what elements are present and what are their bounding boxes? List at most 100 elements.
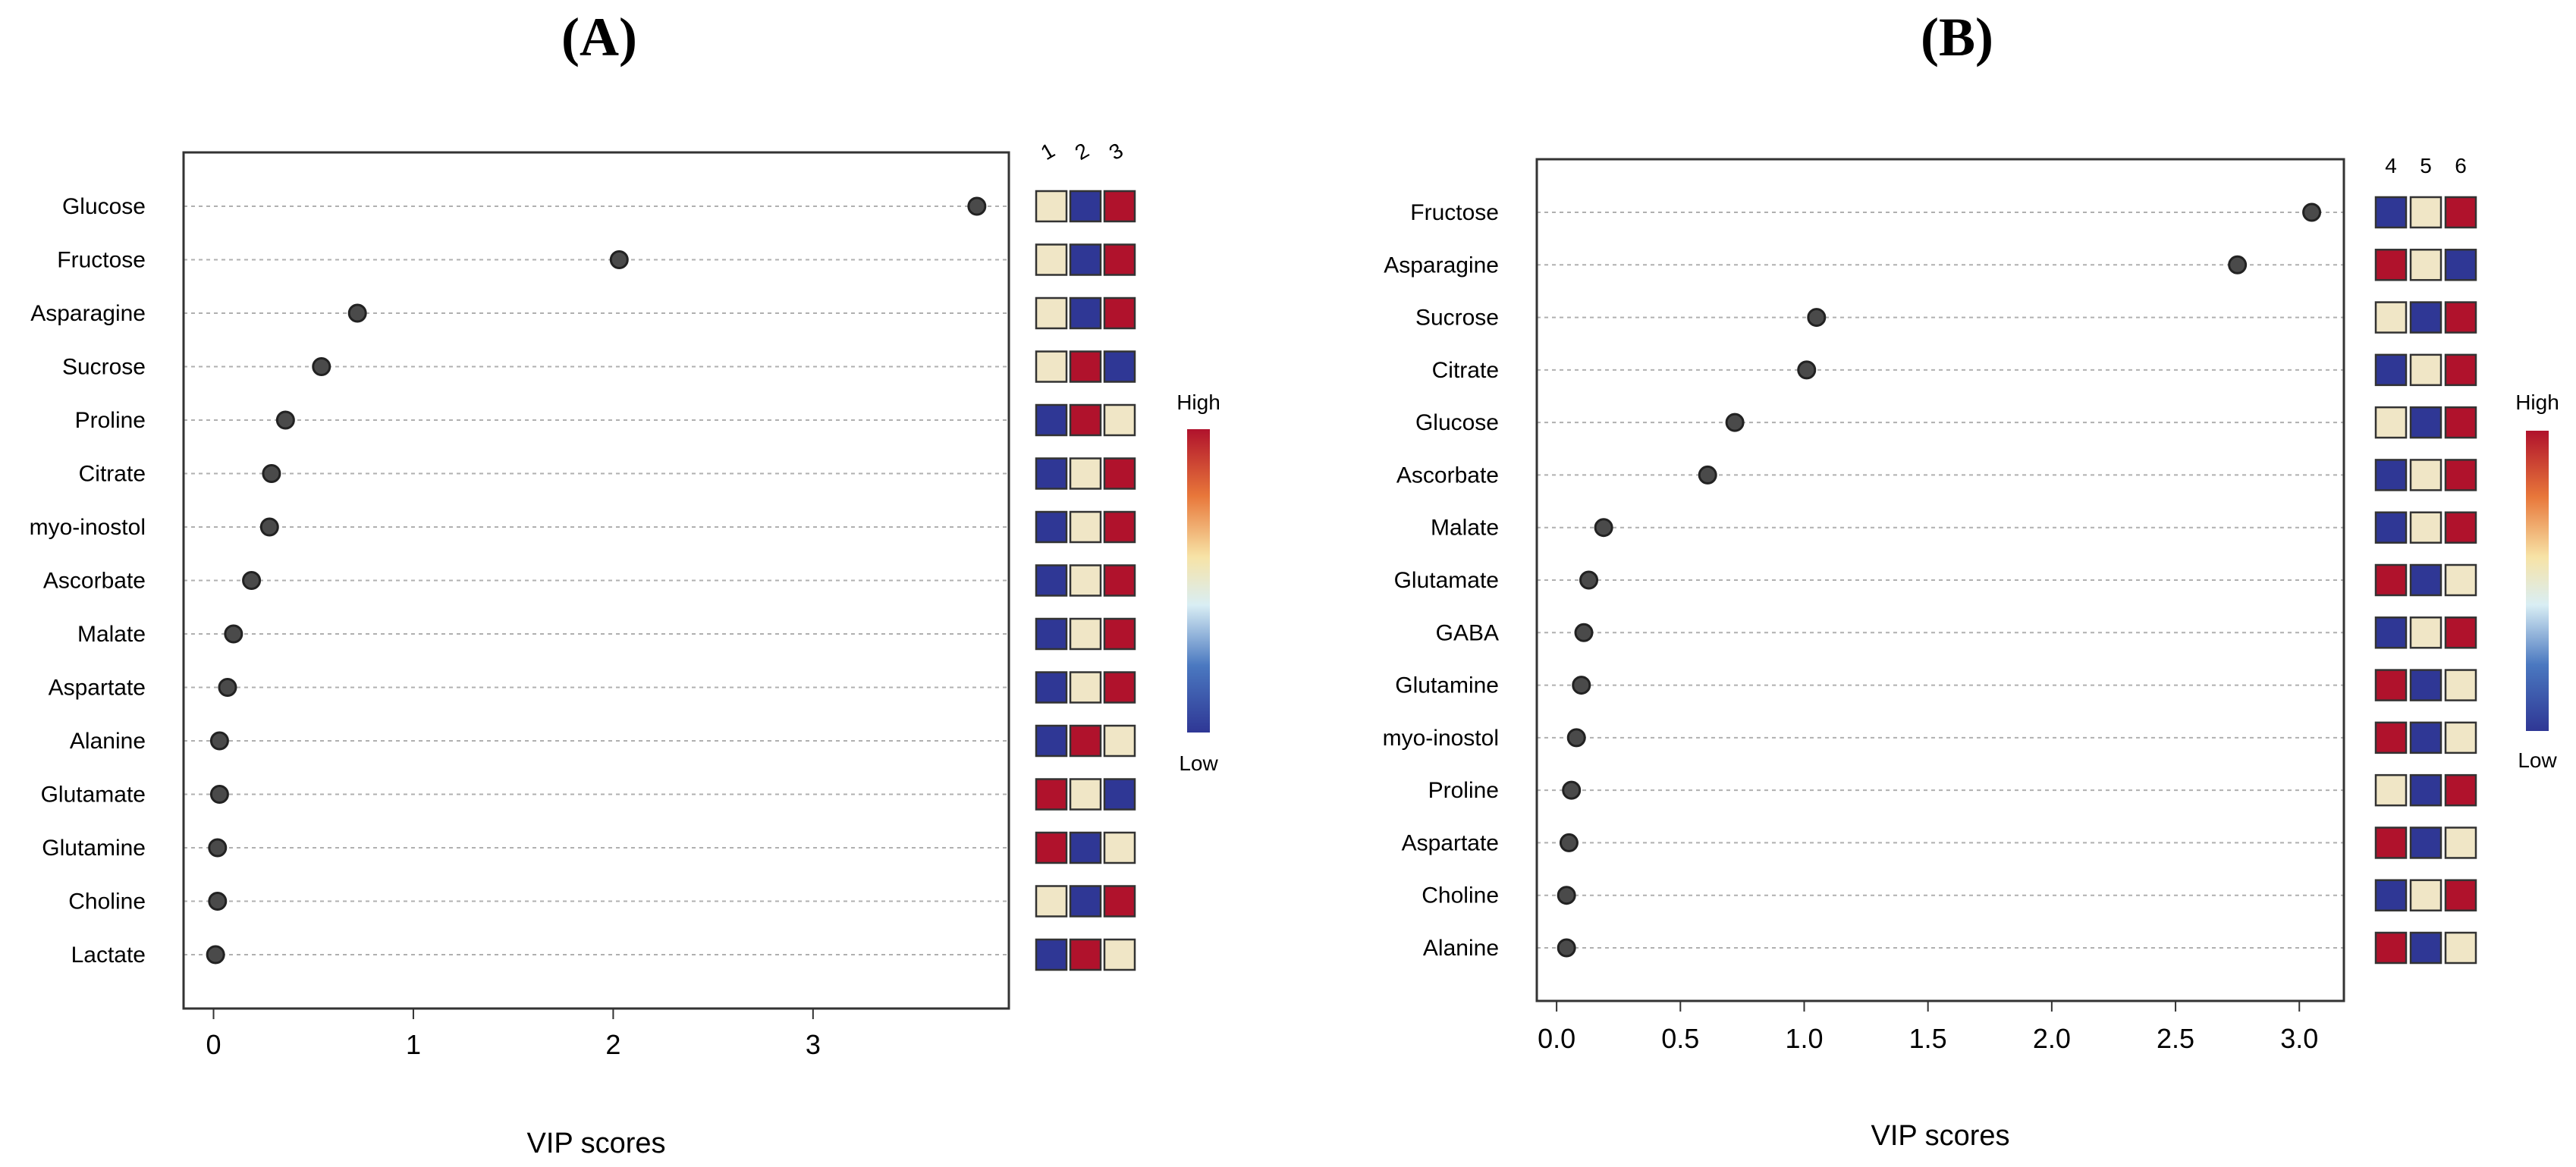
x-tick-label: 2	[605, 1029, 620, 1060]
category-label: Asparagine	[1384, 253, 1499, 278]
category-label: Malate	[77, 622, 146, 647]
x-tick-label: 0.0	[1538, 1023, 1575, 1054]
category-label: Sucrose	[1415, 306, 1499, 331]
heatmap-cell	[2374, 616, 2408, 649]
category-label: Glutamate	[41, 783, 146, 808]
category-label: myo-inostol	[30, 515, 146, 540]
heatmap-cell	[1069, 778, 1102, 811]
heatmap-cell	[2374, 721, 2408, 754]
data-point	[1797, 360, 1817, 380]
category-label: Glutamine	[1395, 673, 1499, 698]
heatmap-cell	[2409, 773, 2442, 807]
heatmap-column-label: 1	[1037, 138, 1059, 165]
x-tick-label: 3	[806, 1029, 821, 1060]
data-point	[275, 410, 295, 430]
heatmap-cell	[2409, 616, 2442, 649]
category-label: Asparagine	[30, 301, 146, 326]
x-tick-label: 1	[406, 1029, 421, 1060]
heatmap-cell	[1103, 243, 1136, 276]
heatmap-cell	[2374, 669, 2408, 701]
category-label: Glucose	[1415, 410, 1499, 435]
data-point	[208, 892, 228, 911]
heatmap-cell	[1103, 296, 1136, 330]
heatmap-cell	[2374, 249, 2408, 281]
heatmap-cell	[1035, 831, 1068, 864]
data-point	[218, 678, 237, 697]
heatmap-cell	[1035, 296, 1068, 330]
x-tick-label: 2.0	[2033, 1023, 2071, 1054]
x-tick-label: 3.0	[2280, 1023, 2318, 1054]
heatmap-cell	[1103, 724, 1136, 758]
heatmap-cell	[1035, 564, 1068, 597]
heatmap-cell	[1103, 938, 1136, 971]
data-point	[967, 196, 987, 216]
heatmap-cell	[1069, 510, 1102, 544]
heatmap-cell	[2444, 827, 2477, 859]
heatmap-cell	[1103, 564, 1136, 597]
panel-b-chart: Fructose Asparagine Sucrose Citrate Glucose A…	[1383, 154, 2559, 1152]
heatmap-cell	[1103, 617, 1136, 651]
category-label: Alanine	[70, 729, 146, 754]
heatmap-cell	[1035, 885, 1068, 918]
heatmap-cell	[2444, 249, 2477, 281]
heatmap-cell	[1103, 831, 1136, 864]
heatmap-cell	[1069, 457, 1102, 490]
panel-a-title: (A)	[561, 7, 637, 67]
heatmap-cell	[2374, 196, 2408, 229]
heatmap-cell	[2409, 406, 2442, 439]
x-tick-label: 1.0	[1785, 1023, 1823, 1054]
heatmap-column-label: 4	[2385, 154, 2397, 177]
heatmap-cell	[1035, 724, 1068, 758]
heatmap-cell	[2409, 301, 2442, 334]
heatmap-cell	[2409, 459, 2442, 491]
data-point	[1557, 886, 1576, 905]
colorbar	[2526, 431, 2549, 731]
heatmap-cell	[2444, 721, 2477, 754]
heatmap-cell	[1069, 296, 1102, 330]
category-label: Choline	[68, 889, 146, 914]
heatmap-cell	[2374, 827, 2408, 859]
x-axis-title: VIP scores	[526, 1128, 665, 1159]
category-label: Glutamine	[42, 836, 146, 861]
heatmap-cell	[2444, 301, 2477, 334]
heatmap-cell	[1069, 938, 1102, 971]
category-label: Fructose	[57, 248, 146, 273]
data-point	[1557, 938, 1576, 958]
legend-high-label: High	[2515, 391, 2559, 414]
data-point	[1566, 728, 1586, 748]
category-label: Ascorbate	[43, 569, 146, 594]
category-label: Glutamate	[1394, 568, 1499, 593]
heatmap-cell	[1035, 403, 1068, 437]
data-point	[2228, 255, 2248, 274]
category-label: Choline	[1422, 883, 1499, 908]
data-point	[1574, 623, 1594, 642]
panel-b-title: (B)	[1921, 7, 1993, 67]
heatmap-cell	[2444, 459, 2477, 491]
heatmap-cell	[2374, 353, 2408, 387]
heatmap-cell	[2444, 511, 2477, 544]
heatmap-cell	[1069, 403, 1102, 437]
heatmap-cell	[1035, 617, 1068, 651]
data-point	[1698, 465, 1717, 485]
data-point	[312, 357, 331, 376]
x-tick-label: 0	[206, 1029, 221, 1060]
category-label: Aspartate	[1402, 830, 1499, 855]
data-point	[209, 785, 229, 804]
heatmap-cell	[1103, 190, 1136, 223]
heatmap-cell	[2444, 669, 2477, 701]
heatmap-cell	[1035, 243, 1068, 276]
heatmap-cell	[1103, 510, 1136, 544]
heatmap-cell	[2409, 196, 2442, 229]
data-point	[2302, 202, 2322, 222]
heatmap-cell	[1035, 778, 1068, 811]
data-point	[1807, 308, 1827, 328]
category-label: Alanine	[1423, 936, 1499, 961]
heatmap-cell	[1069, 617, 1102, 651]
heatmap-cell	[2444, 773, 2477, 807]
heatmap-cell	[2409, 827, 2442, 859]
heatmap-cell	[1069, 564, 1102, 597]
heatmap-cell	[1103, 457, 1136, 490]
category-label: Malate	[1431, 516, 1499, 541]
x-tick-label: 0.5	[1661, 1023, 1699, 1054]
x-axis-title: VIP scores	[1871, 1120, 2009, 1152]
